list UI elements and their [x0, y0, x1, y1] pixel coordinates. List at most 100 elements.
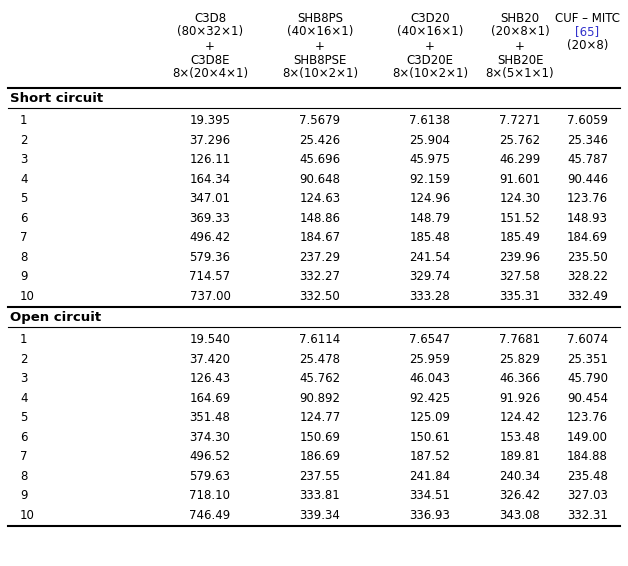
Text: +: + [515, 40, 525, 53]
Text: 746.49: 746.49 [190, 509, 230, 522]
Text: 25.426: 25.426 [300, 134, 340, 147]
Text: 91.601: 91.601 [499, 173, 541, 186]
Text: SHB8PSE: SHB8PSE [293, 54, 347, 66]
Text: +: + [425, 40, 435, 53]
Text: 335.31: 335.31 [500, 290, 540, 303]
Text: 374.30: 374.30 [190, 431, 230, 444]
Text: 327.58: 327.58 [499, 270, 541, 283]
Text: 148.86: 148.86 [300, 212, 340, 225]
Text: 332.50: 332.50 [300, 290, 340, 303]
Text: 189.81: 189.81 [499, 450, 541, 463]
Text: 1: 1 [20, 114, 28, 127]
Text: 37.420: 37.420 [190, 353, 230, 366]
Text: 25.904: 25.904 [409, 134, 450, 147]
Text: 123.76: 123.76 [567, 192, 608, 205]
Text: 579.36: 579.36 [190, 251, 230, 264]
Text: 714.57: 714.57 [190, 270, 230, 283]
Text: 7.7681: 7.7681 [499, 333, 541, 346]
Text: 125.09: 125.09 [409, 411, 450, 424]
Text: CUF – MITC: CUF – MITC [555, 11, 620, 24]
Text: 25.829: 25.829 [499, 353, 541, 366]
Text: 148.93: 148.93 [567, 212, 608, 225]
Text: 7: 7 [20, 450, 28, 463]
Text: 7.6074: 7.6074 [567, 333, 608, 346]
Text: 326.42: 326.42 [499, 489, 541, 502]
Text: +: + [205, 40, 215, 53]
Text: C3D8: C3D8 [194, 11, 226, 24]
Text: 90.454: 90.454 [567, 392, 608, 405]
Text: 7: 7 [20, 231, 28, 244]
Text: 25.351: 25.351 [567, 353, 608, 366]
Text: SHB8PS: SHB8PS [297, 11, 343, 24]
Text: (80×32×1): (80×32×1) [177, 25, 243, 38]
Text: 8×(10×2×1): 8×(10×2×1) [282, 67, 358, 80]
Text: 164.69: 164.69 [190, 392, 230, 405]
Text: 149.00: 149.00 [567, 431, 608, 444]
Text: 25.346: 25.346 [567, 134, 608, 147]
Text: 332.27: 332.27 [300, 270, 340, 283]
Text: 126.43: 126.43 [190, 372, 230, 385]
Text: 148.79: 148.79 [409, 212, 450, 225]
Text: 4: 4 [20, 392, 28, 405]
Text: 328.22: 328.22 [567, 270, 608, 283]
Text: 1: 1 [20, 333, 28, 346]
Text: 46.366: 46.366 [499, 372, 541, 385]
Text: 339.34: 339.34 [300, 509, 340, 522]
Text: 10: 10 [20, 290, 35, 303]
Text: 334.51: 334.51 [409, 489, 450, 502]
Text: 187.52: 187.52 [409, 450, 450, 463]
Text: 164.34: 164.34 [190, 173, 230, 186]
Text: 241.54: 241.54 [409, 251, 450, 264]
Text: 19.540: 19.540 [190, 333, 230, 346]
Text: 8: 8 [20, 251, 28, 264]
Text: 237.29: 237.29 [300, 251, 340, 264]
Text: 8×(10×2×1): 8×(10×2×1) [392, 67, 468, 80]
Text: 333.28: 333.28 [409, 290, 450, 303]
Text: 92.425: 92.425 [409, 392, 450, 405]
Text: 3: 3 [20, 372, 28, 385]
Text: 2: 2 [20, 353, 28, 366]
Text: 46.043: 46.043 [409, 372, 450, 385]
Text: 9: 9 [20, 270, 28, 283]
Text: 329.74: 329.74 [409, 270, 450, 283]
Text: 91.926: 91.926 [499, 392, 541, 405]
Text: 185.49: 185.49 [499, 231, 541, 244]
Text: 718.10: 718.10 [190, 489, 230, 502]
Text: 3: 3 [20, 153, 28, 166]
Text: Open circuit: Open circuit [10, 311, 101, 324]
Text: Short circuit: Short circuit [10, 92, 103, 105]
Text: 579.63: 579.63 [190, 470, 230, 483]
Text: 7.7271: 7.7271 [499, 114, 541, 127]
Text: 45.975: 45.975 [409, 153, 450, 166]
Text: 8×(5×1×1): 8×(5×1×1) [485, 67, 555, 80]
Text: 150.61: 150.61 [409, 431, 450, 444]
Text: SHB20: SHB20 [501, 11, 539, 24]
Text: (20×8×1): (20×8×1) [490, 25, 550, 38]
Text: 124.63: 124.63 [300, 192, 340, 205]
Text: +: + [315, 40, 325, 53]
Text: 2: 2 [20, 134, 28, 147]
Text: 237.55: 237.55 [300, 470, 340, 483]
Text: 150.69: 150.69 [300, 431, 340, 444]
Text: 347.01: 347.01 [190, 192, 230, 205]
Text: 7.6114: 7.6114 [300, 333, 340, 346]
Text: 496.52: 496.52 [190, 450, 230, 463]
Text: 184.88: 184.88 [567, 450, 608, 463]
Text: 235.48: 235.48 [567, 470, 608, 483]
Text: 124.77: 124.77 [300, 411, 340, 424]
Text: 8×(20×4×1): 8×(20×4×1) [172, 67, 248, 80]
Text: 19.395: 19.395 [190, 114, 230, 127]
Text: 336.93: 336.93 [409, 509, 450, 522]
Text: 333.81: 333.81 [300, 489, 340, 502]
Text: 25.478: 25.478 [300, 353, 340, 366]
Text: 45.762: 45.762 [300, 372, 340, 385]
Text: 185.48: 185.48 [409, 231, 450, 244]
Text: 332.49: 332.49 [567, 290, 608, 303]
Text: 45.790: 45.790 [567, 372, 608, 385]
Text: 124.96: 124.96 [409, 192, 451, 205]
Text: 235.50: 235.50 [567, 251, 608, 264]
Text: C3D20E: C3D20E [406, 54, 453, 66]
Text: 25.762: 25.762 [499, 134, 541, 147]
Text: (40×16×1): (40×16×1) [397, 25, 463, 38]
Text: 9: 9 [20, 489, 28, 502]
